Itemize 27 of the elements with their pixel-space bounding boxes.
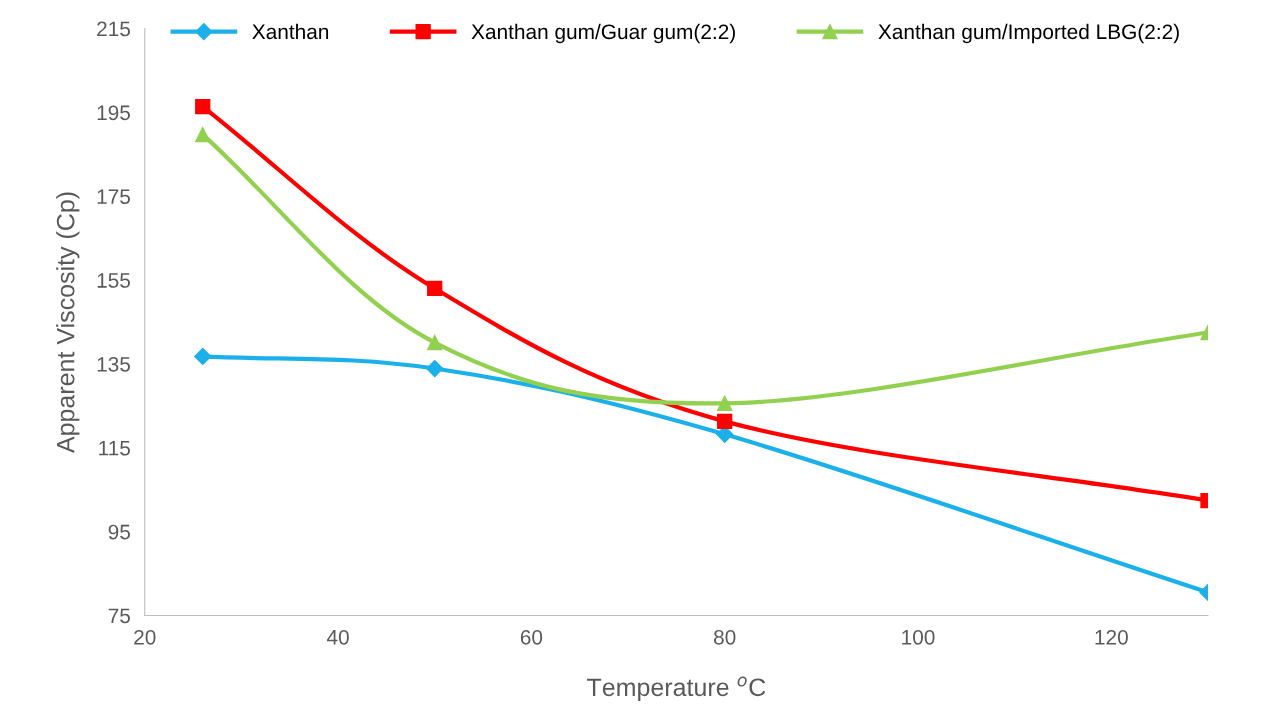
legend-label: Xanthan gum/Guar gum(2:2) — [471, 23, 735, 44]
y-tick-label: 135 — [97, 356, 130, 372]
y-tick-label: 215 — [97, 21, 130, 37]
y-tick-label: 155 — [97, 273, 130, 288]
point — [717, 395, 733, 411]
point — [427, 280, 443, 297]
point — [717, 413, 733, 430]
x-tick-label: 120 — [1095, 629, 1128, 645]
x-axis-title: Temperature $^{o}$C — [587, 676, 766, 702]
point — [195, 126, 211, 143]
point — [195, 98, 211, 115]
x-tick-label: 80 — [714, 629, 736, 645]
y-tick-label: 115 — [99, 441, 130, 456]
x-tick-label: 60 — [520, 629, 543, 645]
x-tick-label: 40 — [326, 629, 349, 645]
y-axis-title: Apparent Viscosity (Cp) — [56, 192, 80, 454]
x-tick-label: 20 — [134, 629, 156, 645]
legend-label: Xanthan — [252, 23, 329, 40]
y-tick-label: 175 — [97, 189, 130, 204]
x-tick-label: 100 — [902, 629, 935, 645]
point — [194, 347, 212, 365]
y-tick-label: 195 — [97, 105, 130, 121]
y-tick-label: 75 — [108, 608, 130, 624]
y-tick-label: 95 — [108, 524, 130, 540]
point — [426, 359, 444, 378]
legend-label: Xanthan gum/Imported LBG(2:2) — [878, 23, 1179, 44]
point — [427, 334, 443, 351]
